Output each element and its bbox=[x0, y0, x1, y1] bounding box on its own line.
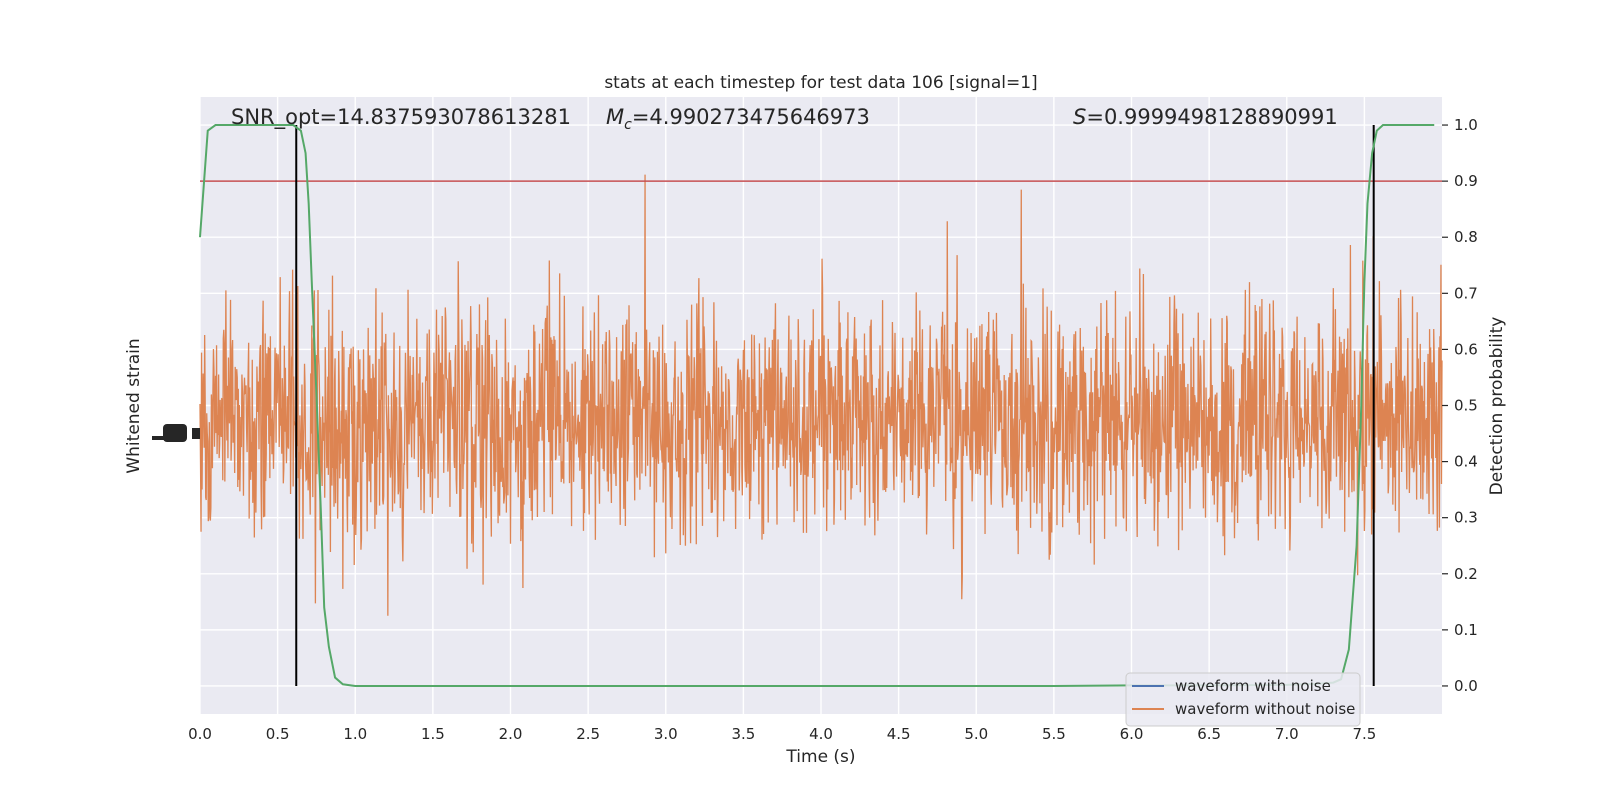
legend-label-with-noise: waveform with noise bbox=[1175, 677, 1331, 695]
chirp-mass-annotation: Mc=4.990273475646973 bbox=[606, 105, 870, 133]
x-tick-label: 3.5 bbox=[731, 725, 755, 743]
right-axis-label: Detection probability bbox=[1487, 317, 1507, 496]
x-tick-label: 7.5 bbox=[1352, 725, 1376, 743]
right-tick-label: 0.0 bbox=[1454, 677, 1478, 695]
right-tick-label: 0.4 bbox=[1454, 453, 1478, 471]
x-tick-label: 0.0 bbox=[188, 725, 212, 743]
x-axis-ticks: 0.0 0.5 1.0 1.5 2.0 2.5 3.0 3.5 4.0 4.5 5.0 5.5 6.0 6… bbox=[188, 725, 1376, 743]
event-boundary-lines bbox=[295, 125, 1375, 686]
x-tick-label: 6.5 bbox=[1197, 725, 1221, 743]
x-tick-label: 4.5 bbox=[887, 725, 911, 743]
snr-annotation: SNR_opt=14.837593078613281 bbox=[231, 105, 571, 130]
score-annotation: S=0.9999498128890991 bbox=[1073, 105, 1338, 129]
right-axis-ticks: 0.0 0.1 0.2 0.3 0.4 0.5 0.6 0.7 0.8 0.9 1.0 bbox=[1442, 116, 1478, 695]
x-tick-label: 2.0 bbox=[499, 725, 523, 743]
waveform-without-noise-series bbox=[199, 174, 1443, 616]
right-tick-label: 0.1 bbox=[1454, 621, 1478, 639]
chart-title: stats at each timestep for test data 106… bbox=[604, 73, 1037, 93]
left-axis-collapsed-ticks bbox=[152, 424, 200, 442]
left-axis-label: Whitened strain bbox=[124, 338, 144, 473]
x-tick-label: 5.0 bbox=[964, 725, 988, 743]
x-tick-label: 0.5 bbox=[266, 725, 290, 743]
right-tick-label: 1.0 bbox=[1454, 116, 1478, 134]
right-tick-label: 0.9 bbox=[1454, 172, 1478, 190]
legend-label-without-noise: waveform without noise bbox=[1175, 700, 1355, 718]
right-tick-label: 0.8 bbox=[1454, 228, 1478, 246]
detection-probability-line bbox=[199, 124, 1435, 687]
legend: waveform with noise waveform without noi… bbox=[1125, 672, 1361, 727]
right-tick-label: 0.6 bbox=[1454, 340, 1478, 358]
right-tick-label: 0.3 bbox=[1454, 509, 1478, 527]
x-tick-label: 4.0 bbox=[809, 725, 833, 743]
right-tick-label: 0.7 bbox=[1454, 284, 1478, 302]
x-tick-label: 6.0 bbox=[1120, 725, 1144, 743]
x-tick-label: 2.5 bbox=[576, 725, 600, 743]
x-tick-label: 1.0 bbox=[343, 725, 367, 743]
x-axis-label: Time (s) bbox=[785, 747, 855, 767]
legend-box bbox=[1125, 672, 1361, 727]
x-tick-label: 3.0 bbox=[654, 725, 678, 743]
x-tick-label: 1.5 bbox=[421, 725, 445, 743]
x-tick-label: 7.0 bbox=[1275, 725, 1299, 743]
right-tick-label: 0.2 bbox=[1454, 565, 1478, 583]
x-tick-label: 5.5 bbox=[1042, 725, 1066, 743]
waveform-without-noise-line bbox=[199, 174, 1443, 616]
right-tick-label: 0.5 bbox=[1454, 397, 1478, 415]
